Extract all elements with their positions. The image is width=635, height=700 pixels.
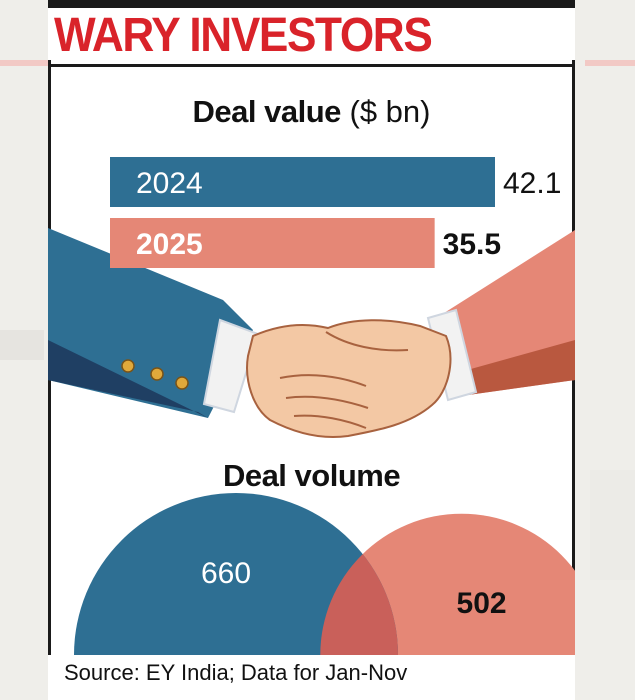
bar-category-label: 2024	[136, 167, 203, 200]
thumb-line	[325, 331, 409, 352]
deal-value-unit: ($ bn)	[349, 94, 431, 129]
sleeve-button-3	[175, 376, 189, 390]
bar-2024	[110, 157, 495, 207]
source-note: Source: EY India; Data for Jan-Nov	[64, 660, 408, 685]
top-border	[48, 0, 575, 8]
bar-2025	[110, 218, 435, 268]
deal-value-title-text: Deal value	[192, 94, 342, 129]
deal-volume-title: Deal volume	[222, 458, 401, 493]
headline-rule	[48, 64, 575, 67]
headline: WARY INVESTORS	[54, 9, 433, 62]
left-cuff	[202, 318, 260, 414]
volume-label-2024: 660	[201, 557, 251, 590]
bar-value-label: 35.5	[443, 228, 501, 261]
bar-category-label: 2025	[136, 228, 203, 261]
deal-value-bars: 2024 42.1 2025 35.5	[110, 157, 561, 268]
handshake-illustration	[48, 228, 575, 439]
volume-circle-2024	[74, 493, 398, 655]
right-sleeve-shadow	[460, 340, 575, 395]
deal-volume-circles: 660 502	[48, 493, 575, 700]
bar-value-label: 42.1	[503, 167, 561, 200]
baseline-mask	[48, 655, 575, 700]
sleeve-button-2	[150, 367, 164, 381]
hands	[246, 319, 452, 439]
finger-line-2	[285, 395, 369, 409]
finger-line-1	[279, 374, 367, 387]
left-sleeve-shadow	[48, 340, 208, 418]
infographic-card: WARY INVESTORS 2024 42.1 2025 35.5 660 50	[48, 0, 575, 700]
sleeve-button-1	[121, 359, 135, 373]
deal-value-title: Deal value ($ bn)	[48, 94, 575, 130]
finger-line-3	[293, 414, 367, 429]
chart-canvas: 2024 42.1 2025 35.5 660 502	[48, 157, 575, 700]
volume-label-2025: 502	[457, 587, 507, 620]
